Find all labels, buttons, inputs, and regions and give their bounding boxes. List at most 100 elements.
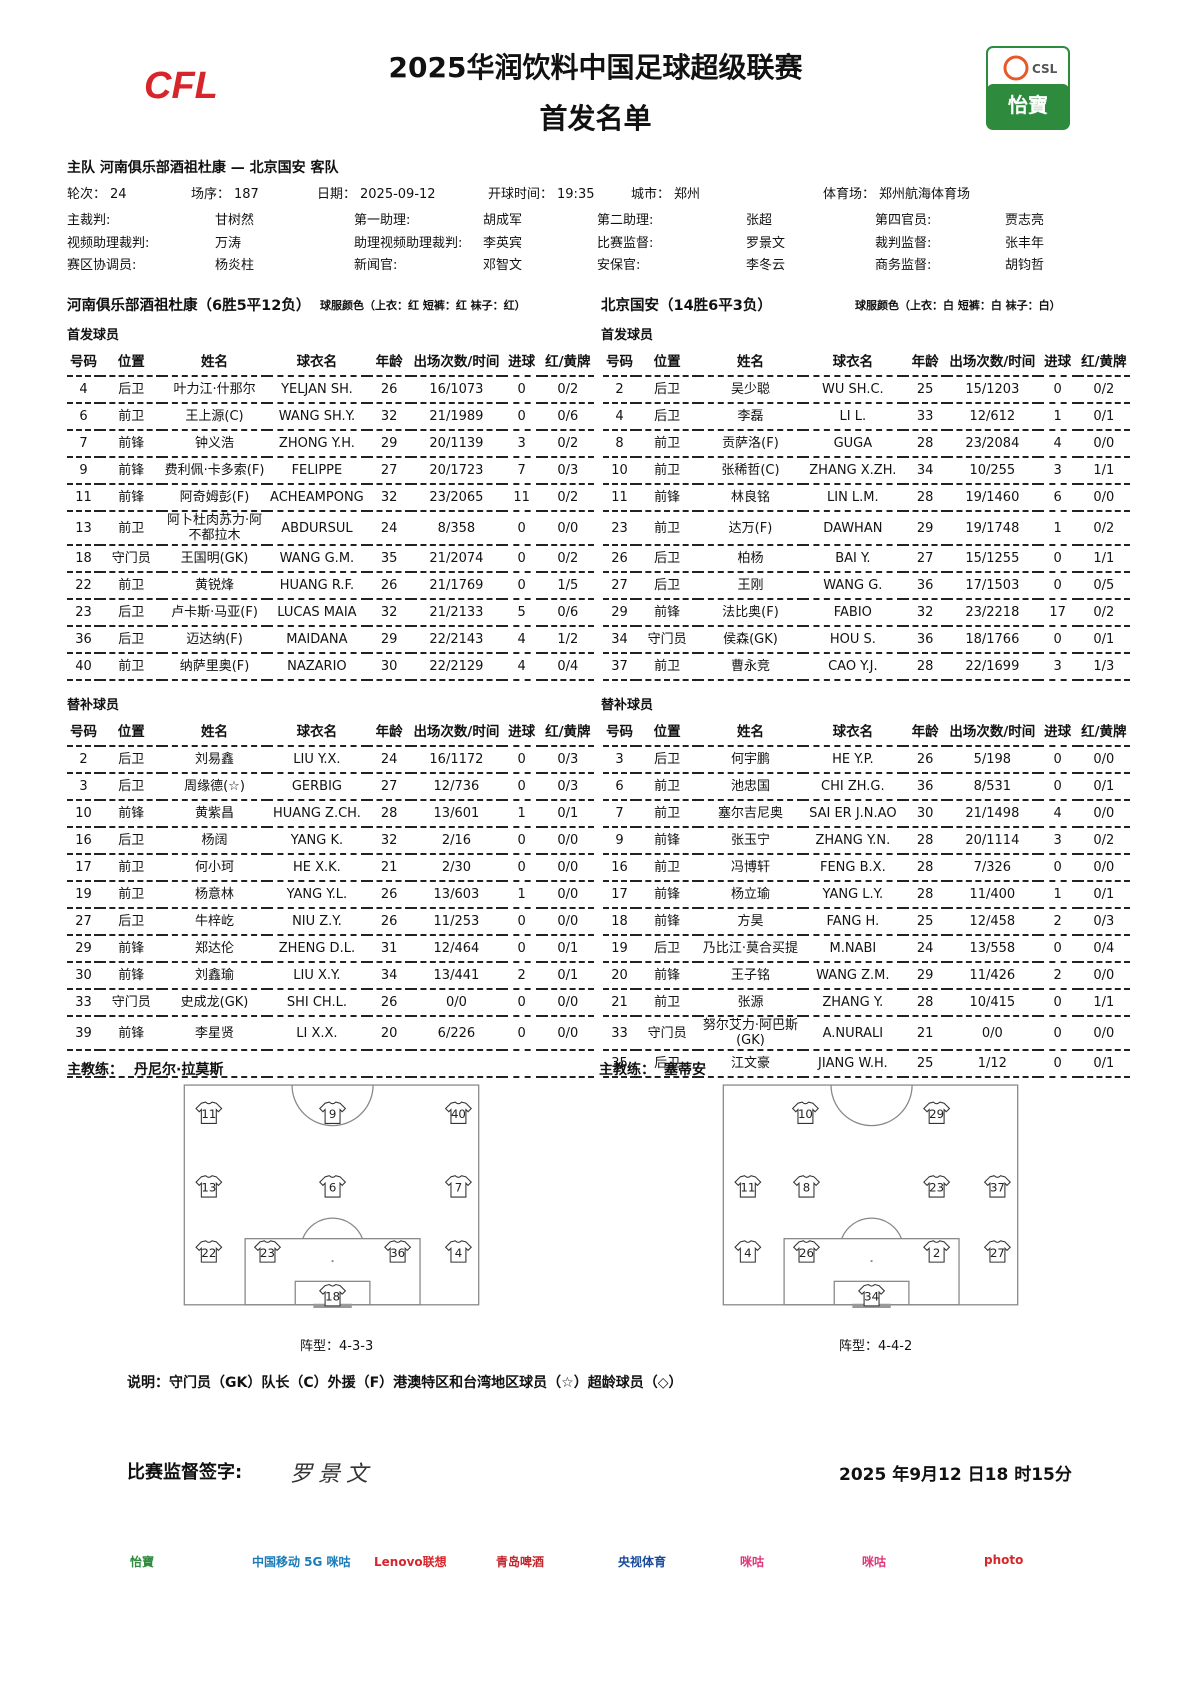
- player-cell: 0/3: [541, 457, 594, 485]
- player-cell: 0/0: [411, 989, 502, 1017]
- sponsor-logo: 咪咕: [740, 1555, 765, 1569]
- official-label: 赛区协调员:: [67, 258, 137, 273]
- player-row: 3 后卫 周缘德(☆) GERBIG 27 12/736 0 0/3 6 前卫 池忠国 CHI ZH.…: [67, 773, 1130, 801]
- player-cell: 20/1139: [411, 430, 502, 458]
- coach-name: 丹尼尔·拉莫斯: [134, 1062, 224, 1078]
- player-cell: 1/2: [541, 626, 594, 654]
- player-cell: 3: [67, 773, 101, 801]
- player-cell: 30: [903, 800, 948, 828]
- player-cell: 0/1: [1077, 773, 1130, 801]
- player-cell: 1: [501, 881, 542, 909]
- player-cell: 3: [602, 746, 637, 774]
- column-header: 姓名: [162, 720, 267, 747]
- official-label: 视频助理裁判:: [67, 236, 150, 251]
- player-cell: YANG Y.L.: [266, 881, 368, 909]
- jersey-number: 27: [990, 1246, 1005, 1260]
- player-cell: 2: [501, 962, 542, 990]
- column-header: 球衣名: [802, 350, 904, 377]
- roster-table: 号码 位置 姓名 球衣名 年龄 出场次数/时间 进球 红/黄牌 号码 位置 姓名 球衣名 年龄 出场次数/…: [67, 350, 1130, 681]
- player-cell: 0: [501, 989, 542, 1017]
- player-cell: 张稀哲(C): [698, 457, 803, 485]
- player-cell: 0: [1037, 989, 1078, 1017]
- player-cell: DAWHAN: [802, 511, 904, 546]
- jersey-shape: [923, 1175, 951, 1198]
- jersey-shape: [319, 1101, 347, 1124]
- jersey-shape: [734, 1175, 762, 1198]
- player-row: 19 前卫 杨意林 YANG Y.L. 26 13/603 1 0/0 17 前锋 杨立瑜 YANG …: [67, 881, 1130, 909]
- sponsor-logo: photo: [984, 1553, 1024, 1567]
- player-cell: 21/1769: [411, 572, 502, 600]
- player-cell: 2: [602, 376, 637, 404]
- title: 2025华润饮料中国足球超级联赛: [388, 51, 803, 84]
- official-name: 杨炎柱: [215, 258, 255, 273]
- player-cell: ZHENG D.L.: [266, 935, 368, 963]
- player-cell: 后卫: [100, 908, 163, 936]
- player-cell: 17: [67, 854, 101, 882]
- jersey-shape: [791, 1101, 819, 1124]
- jersey: 10: [791, 1101, 819, 1124]
- player-cell: 36: [67, 626, 101, 654]
- player-cell: 3: [1037, 457, 1078, 485]
- player-cell: 前锋: [100, 935, 163, 963]
- column-header: 红/黄牌: [1077, 720, 1130, 747]
- player-cell: 4: [602, 403, 637, 431]
- player-cell: WANG SH.Y.: [266, 403, 368, 431]
- player-cell: 0: [1037, 572, 1078, 600]
- player-cell: 前卫: [636, 854, 699, 882]
- player-cell: 0/0: [541, 854, 594, 882]
- spacer: [594, 626, 603, 653]
- player-cell: FANG H.: [802, 908, 904, 936]
- column-header: 红/黄牌: [541, 720, 594, 747]
- player-cell: 后卫: [636, 376, 699, 404]
- player-cell: 前锋: [636, 484, 699, 512]
- csl-text: CSL: [1032, 62, 1058, 76]
- player-cell: HE X.K.: [266, 854, 368, 882]
- player-cell: 12/612: [947, 403, 1038, 431]
- player-cell: 22/2129: [411, 653, 502, 681]
- player-cell: 19: [602, 935, 637, 963]
- player-cell: A.NURALI: [802, 1016, 904, 1051]
- column-header: 位置: [100, 720, 163, 747]
- column-header: 号码: [602, 350, 637, 377]
- player-cell: 后卫: [636, 746, 699, 774]
- player-cell: 26: [602, 545, 637, 573]
- sponsor-logo: 央视体育: [618, 1555, 667, 1569]
- player-cell: ZHANG Y.N.: [802, 827, 904, 855]
- player-cell: 2: [1037, 908, 1078, 936]
- signature-time: 2025 年9月12 日18 时15分: [839, 1465, 1072, 1485]
- player-cell: 前锋: [636, 962, 699, 990]
- spacer: [594, 457, 603, 484]
- official-name: 甘树然: [215, 213, 255, 228]
- player-cell: 29: [367, 626, 412, 654]
- player-cell: 4: [67, 376, 101, 404]
- player-cell: 29: [903, 511, 948, 546]
- jersey: 23: [253, 1240, 282, 1263]
- column-header: 号码: [602, 720, 637, 747]
- player-cell: 27: [367, 773, 412, 801]
- player-cell: 0/0: [1077, 1016, 1130, 1051]
- jersey-number: 23: [260, 1246, 275, 1260]
- player-cell: 王国明(GK): [162, 545, 267, 573]
- player-cell: SAI ER J.N.AO: [802, 800, 904, 828]
- player-cell: 20: [367, 1016, 412, 1051]
- player-row: 22 前卫 黄锐烽 HUANG R.F. 26 21/1769 0 1/5 27 后卫 王刚 WANG…: [67, 572, 1130, 600]
- info-value: 187: [234, 187, 259, 202]
- jersey-shape: [319, 1283, 347, 1307]
- jersey-shape: [253, 1240, 282, 1263]
- player-cell: 0/3: [541, 746, 594, 774]
- player-cell: 3: [1037, 653, 1078, 681]
- player-cell: 7: [501, 457, 542, 485]
- player-cell: 法比奥(F): [698, 599, 803, 627]
- player-cell: 10: [67, 800, 101, 828]
- player-cell: 前锋: [100, 800, 163, 828]
- player-cell: 19: [67, 881, 101, 909]
- player-cell: 0: [501, 403, 542, 431]
- jersey: 11: [195, 1101, 223, 1124]
- player-cell: 32: [367, 403, 412, 431]
- jersey-shape: [195, 1240, 223, 1263]
- player-cell: 方昊: [698, 908, 803, 936]
- player-cell: 后卫: [100, 746, 163, 774]
- column-header: 出场次数/时间: [947, 720, 1038, 747]
- player-cell: 11/253: [411, 908, 502, 936]
- player-cell: 20/1723: [411, 457, 502, 485]
